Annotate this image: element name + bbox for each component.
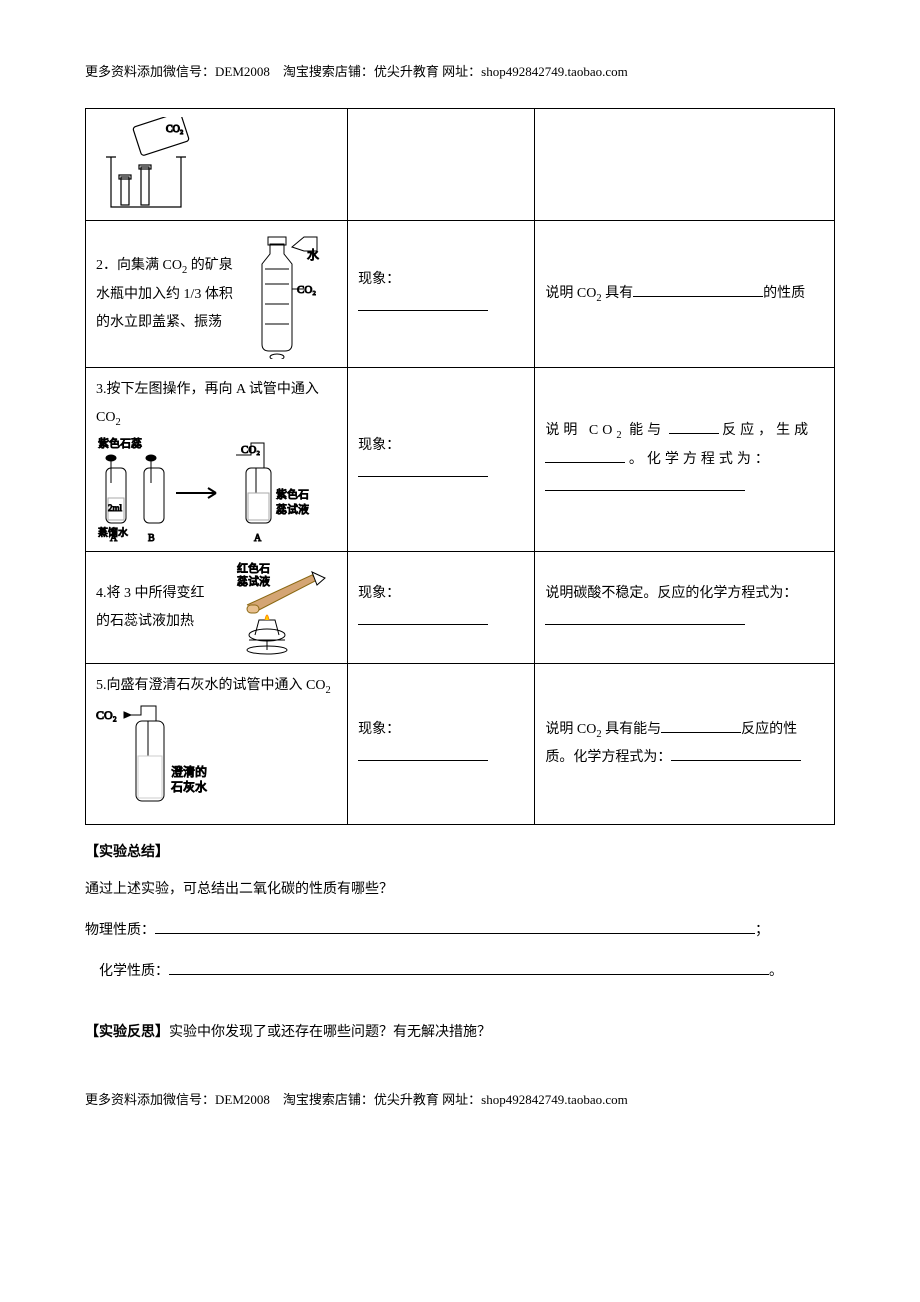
r5-conc-b: 具有能与: [602, 722, 662, 737]
blank: [669, 420, 719, 434]
row4-obs: 现象：: [348, 552, 535, 664]
row1-desc: CO₂: [86, 109, 348, 221]
svg-text:CO₂: CO₂: [297, 284, 316, 296]
blank: [358, 297, 488, 311]
reflection-title: 【实验反思】: [85, 1025, 169, 1040]
physical-props-line: 物理性质： ；: [85, 916, 835, 947]
r3-conc-a: 说明 CO: [545, 423, 616, 438]
svg-text:水: 水: [307, 248, 319, 262]
blank: [661, 719, 741, 733]
svg-text:A: A: [254, 533, 262, 543]
r4-conc-a: 说明碳酸不稳定。反应的化学方程式为：: [545, 586, 797, 601]
obs-label: 现象：: [358, 272, 400, 287]
page-header: 更多资料添加微信号：DEM2008 淘宝搜索店铺：优尖升教育 网址：shop49…: [85, 60, 835, 83]
row2-conc: 说明 CO2 具有的性质: [535, 221, 835, 368]
r5-conc-a: 说明 CO: [545, 722, 596, 737]
r5-desc-a: 5.向盛有澄清石灰水的试管中通入 CO: [96, 678, 325, 693]
blank: [358, 747, 488, 761]
heating-tube-icon: 红色石 蕊试液: [217, 560, 337, 655]
blank: [671, 747, 801, 761]
row3-desc: 3.按下左图操作，再向 A 试管中通入 CO2 紫色石蕊 2ml 蒸馏水 A B: [86, 368, 348, 552]
svg-text:CO₂: CO₂: [96, 708, 117, 722]
row1-conc: [535, 109, 835, 221]
reflection-line: 【实验反思】实验中你发现了或还存在哪些问题？有无解决措施？: [85, 1018, 835, 1049]
row4-desc: 4.将 3 中所得变红的石蕊试液加热 红色石 蕊试液: [86, 552, 348, 664]
r2-desc-a: 2．向集满 CO: [96, 258, 182, 273]
punct2: 。: [769, 964, 783, 979]
r3-conc-d: 。化学方程式为：: [629, 452, 773, 467]
row4-conc: 说明碳酸不稳定。反应的化学方程式为：: [535, 552, 835, 664]
table-row: 2．向集满 CO2 的矿泉水瓶中加入约 1/3 体积的水立即盖紧、振荡 水 CO…: [86, 221, 835, 368]
blank: [169, 961, 769, 975]
blank: [545, 449, 625, 463]
page-footer: 更多资料添加微信号：DEM2008 淘宝搜索店铺：优尖升教育 网址：shop49…: [85, 1088, 835, 1111]
blank: [358, 463, 488, 477]
r2-conc-c: 的性质: [763, 286, 805, 301]
reflection-text: 实验中你发现了或还存在哪些问题？有无解决措施？: [169, 1025, 491, 1040]
beaker-co2-icon: CO₂: [96, 117, 211, 212]
r2-conc-a: 说明 CO: [545, 286, 596, 301]
svg-text:CO₂: CO₂: [166, 124, 183, 135]
blank: [545, 477, 745, 491]
r3-desc-a: 3.按下左图操作，再向 A 试管中通入 CO: [96, 382, 319, 425]
chemical-props-line: 化学性质： 。: [85, 957, 835, 988]
row5-conc: 说明 CO2 具有能与反应的性质。化学方程式为：: [535, 664, 835, 825]
row3-obs: 现象：: [348, 368, 535, 552]
bottle-water-icon: 水 CO₂: [242, 229, 337, 359]
summary-question: 通过上述实验，可总结出二氧化碳的性质有哪些？: [85, 875, 835, 906]
table-row: CO₂: [86, 109, 835, 221]
phys-label: 物理性质：: [85, 923, 155, 938]
r2-conc-b: 具有: [602, 286, 634, 301]
summary-title: 【实验总结】: [85, 840, 835, 865]
svg-text:石灰水: 石灰水: [171, 780, 207, 794]
obs-label: 现象：: [358, 438, 400, 453]
obs-label: 现象：: [358, 586, 400, 601]
limewater-tube-icon: CO₂ 澄清的 石灰水: [96, 701, 246, 816]
table-row: 3.按下左图操作，再向 A 试管中通入 CO2 紫色石蕊 2ml 蒸馏水 A B: [86, 368, 835, 552]
svg-text:蕊试液: 蕊试液: [237, 574, 270, 588]
blank: [358, 611, 488, 625]
row2-desc: 2．向集满 CO2 的矿泉水瓶中加入约 1/3 体积的水立即盖紧、振荡 水 CO…: [86, 221, 348, 368]
svg-text:紫色石蕊: 紫色石蕊: [98, 436, 142, 450]
row3-conc: 说明 CO2 能与 反应，生成 。化学方程式为：: [535, 368, 835, 552]
table-row: 4.将 3 中所得变红的石蕊试液加热 红色石 蕊试液: [86, 552, 835, 664]
chem-label: 化学性质：: [85, 964, 169, 979]
svg-text:A: A: [110, 533, 118, 543]
r4-desc-a: 4.将 3 中所得变红的石蕊试液加热: [96, 580, 209, 636]
blank: [633, 283, 763, 297]
r3-conc-c: 反应，生成: [722, 423, 812, 438]
row5-obs: 现象：: [348, 664, 535, 825]
svg-text:B: B: [148, 533, 155, 543]
blank: [545, 611, 745, 625]
table-row: 5.向盛有澄清石灰水的试管中通入 CO2 CO₂ 澄清的 石灰水 现象： 说明 …: [86, 664, 835, 825]
row1-obs: [348, 109, 535, 221]
litmus-tubes-icon: 紫色石蕊 2ml 蒸馏水 A B CO₂: [96, 433, 326, 543]
svg-text:澄清的: 澄清的: [171, 764, 207, 779]
svg-text:紫色石: 紫色石: [276, 487, 309, 501]
obs-label: 现象：: [358, 722, 400, 737]
row5-desc: 5.向盛有澄清石灰水的试管中通入 CO2 CO₂ 澄清的 石灰水: [86, 664, 348, 825]
blank: [155, 920, 755, 934]
experiment-table: CO₂ 2．向集满 CO2 的矿泉水瓶中加入约 1/3 体积的水立即盖紧、振荡: [85, 108, 835, 825]
svg-text:蕊试液: 蕊试液: [276, 502, 309, 516]
punct1: ；: [755, 923, 769, 938]
svg-text:2ml: 2ml: [108, 503, 123, 513]
svg-text:红色石: 红色石: [237, 561, 270, 575]
row2-obs: 现象：: [348, 221, 535, 368]
r3-conc-b: 能与: [622, 423, 666, 438]
